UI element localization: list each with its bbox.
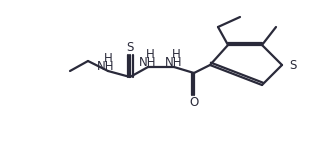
Text: NH: NH xyxy=(139,56,157,69)
Text: S: S xyxy=(126,41,134,54)
Text: S: S xyxy=(289,58,296,71)
Text: NH: NH xyxy=(165,56,183,69)
Text: NH: NH xyxy=(97,60,115,73)
Text: H: H xyxy=(146,47,154,60)
Text: H: H xyxy=(172,47,180,60)
Text: O: O xyxy=(190,95,199,108)
Text: H: H xyxy=(104,52,112,65)
